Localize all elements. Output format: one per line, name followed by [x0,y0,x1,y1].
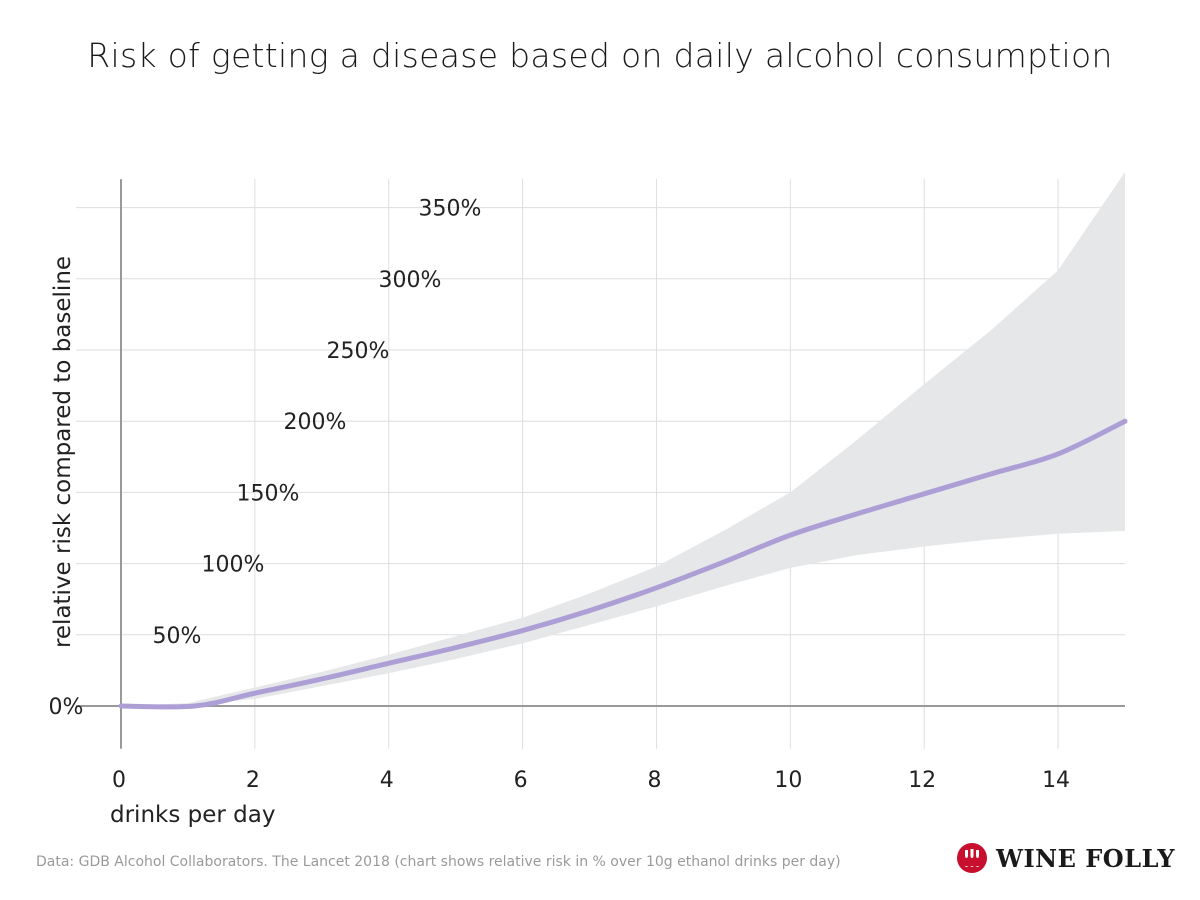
x-axis-title: drinks per day [110,802,275,828]
source-note: Data: GDB Alcohol Collaborators. The Lan… [36,854,841,870]
x-tick-labels: 0 2 4 6 8 10 12 14 [112,768,1070,793]
chart-title: Risk of getting a disease based on daily… [87,36,1113,75]
x-tick-label: 0 [112,768,126,793]
y-tick-label: 150% [237,481,300,506]
wine-folly-logo[interactable]: WINE FOLLY [956,842,1175,874]
y-tick-label: 350% [419,197,482,222]
y-axis-title: relative risk compared to baseline [50,256,76,648]
axes [76,179,1125,749]
confidence-band-layer [121,172,1125,706]
x-tick-label: 6 [514,768,528,793]
y-tick-label: 100% [202,553,265,578]
grid-lines [76,179,1125,749]
y-tick-labels: 0% 50% 100% 150% 200% 250% 300% 350% [49,197,482,720]
logo-text: WINE FOLLY [996,843,1176,873]
x-tick-label: 14 [1042,768,1070,793]
confidence-band [121,172,1125,706]
x-tick-label: 4 [380,768,394,793]
y-tick-label: 0% [49,695,84,720]
y-tick-label: 250% [327,339,390,364]
y-tick-label: 50% [153,624,202,649]
x-tick-label: 8 [647,768,661,793]
y-tick-label: 300% [379,268,442,293]
wine-glasses-icon [957,843,987,873]
x-tick-label: 2 [246,768,260,793]
x-tick-label: 12 [908,768,936,793]
risk-line [118,418,1128,710]
y-tick-label: 200% [284,410,347,435]
x-tick-label: 10 [774,768,802,793]
risk-line-layer [118,418,1128,710]
